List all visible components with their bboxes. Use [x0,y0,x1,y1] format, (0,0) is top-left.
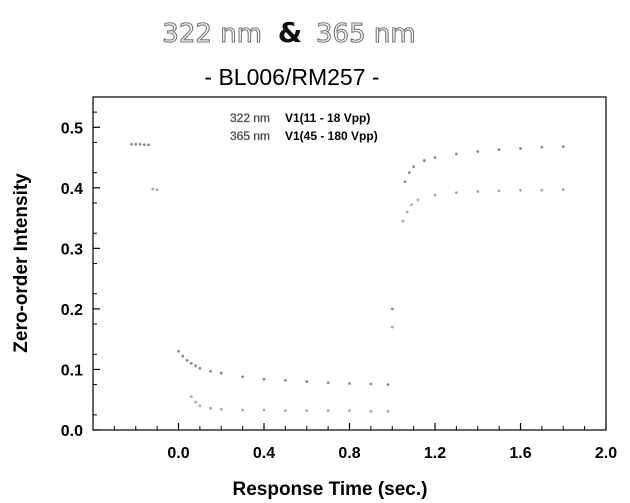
series-2-point [209,406,212,410]
series-2-point [386,409,390,413]
series-1-point [369,382,373,386]
series-1-point [181,354,185,358]
series-2-point [540,188,544,192]
series-2-point [241,408,245,412]
series-2-point [198,404,202,408]
series-2-point [194,400,198,404]
series-1-point [348,381,351,385]
legend-series-2-condition: V1(45 - 180 Vpp) [285,129,378,143]
series-1-point [403,180,407,184]
title-wavelength-1: 322 nm [162,19,262,49]
x-tick-label: 0.4 [253,445,275,462]
series-1-point [476,150,480,153]
x-axis-label: Response Time (sec.) [232,479,427,500]
x-tick-label: 0.0 [167,445,189,462]
title-connector: & [278,16,302,49]
series-1-point [561,145,565,149]
series-1-point [209,369,212,373]
chart-subtitle: - BL006/RM257 - [204,64,379,90]
series-1-point [147,143,150,147]
series-2-point [405,210,409,214]
y-axis-label: Zero-order Intensity [11,173,32,353]
series-1-point [407,171,411,175]
series-2-point [326,409,330,413]
series-2-point [433,193,437,197]
series-2-point [305,409,309,413]
series-2-point [476,190,480,193]
series-1-point [519,147,522,150]
series-2-point [283,409,287,413]
series-1-point [386,383,390,386]
series-2-point [561,188,565,192]
series-2-point [369,409,373,413]
series-2-point [151,187,155,191]
series-1-point [241,375,245,379]
y-tick-label: 0.1 [61,362,83,379]
series-1-point [194,364,198,368]
chart-title: 322 nm & 365 nm [162,16,417,50]
series-1-point [177,349,180,353]
series-2-point [155,188,159,192]
x-tick-label: 2.0 [595,445,617,462]
x-tick-label: 0.8 [338,445,360,462]
series-1-point [390,307,394,311]
series-2-point [416,198,420,202]
x-tick-label: 1.6 [509,445,531,462]
y-tick-label: 0.4 [61,181,83,198]
y-tick-label: 0.5 [61,120,83,137]
series-2-point [454,191,458,195]
series-1-point [142,143,146,147]
series-2-point [189,395,193,399]
series-1-point [283,378,287,382]
y-tick-label: 0.0 [61,423,83,440]
series-2-point [390,325,394,329]
title-wavelength-2: 365 nm [316,19,416,49]
legend: 322 nm V1(11 - 18 Vpp) 365 nm V1(45 - 18… [230,111,378,144]
series-1-point [540,145,544,149]
x-axis: 0.0 0.4 0.8 1.2 1.6 2.0 [113,423,617,462]
series-2-point [519,188,522,192]
legend-series-1-name: 322 nm [230,111,270,125]
y-tick-label: 0.2 [61,302,83,319]
series-1-point [497,148,501,152]
series-1-point [219,371,223,375]
legend-series-1-condition: V1(11 - 18 Vpp) [285,111,370,125]
series-2-point [262,408,266,412]
series-1-point [326,381,330,385]
series-1-point [433,156,437,159]
series-1-point [198,366,202,370]
series-1-point [185,358,189,362]
series-1-point [412,165,416,169]
y-axis: 0.0 0.1 0.2 0.3 0.4 0.5 [61,111,100,440]
legend-series-2-name: 365 nm [230,129,270,143]
y-tick-label: 0.3 [61,241,83,258]
series-1-point [134,142,138,146]
series-2-point [219,408,223,411]
series-2-point [410,203,413,207]
series-1-point [138,142,142,146]
plot-frame [92,96,607,431]
data-points [130,142,565,413]
series-1-point [189,362,193,365]
x-tick-label: 1.2 [424,445,446,462]
series-1-point [454,152,458,156]
series-2-point [497,189,501,193]
series-1-point [262,377,266,381]
series-1-point [305,380,309,383]
series-1-point [130,142,133,146]
series-2-point [401,219,405,223]
series-2-point [348,409,351,413]
series-1-point [422,159,426,162]
